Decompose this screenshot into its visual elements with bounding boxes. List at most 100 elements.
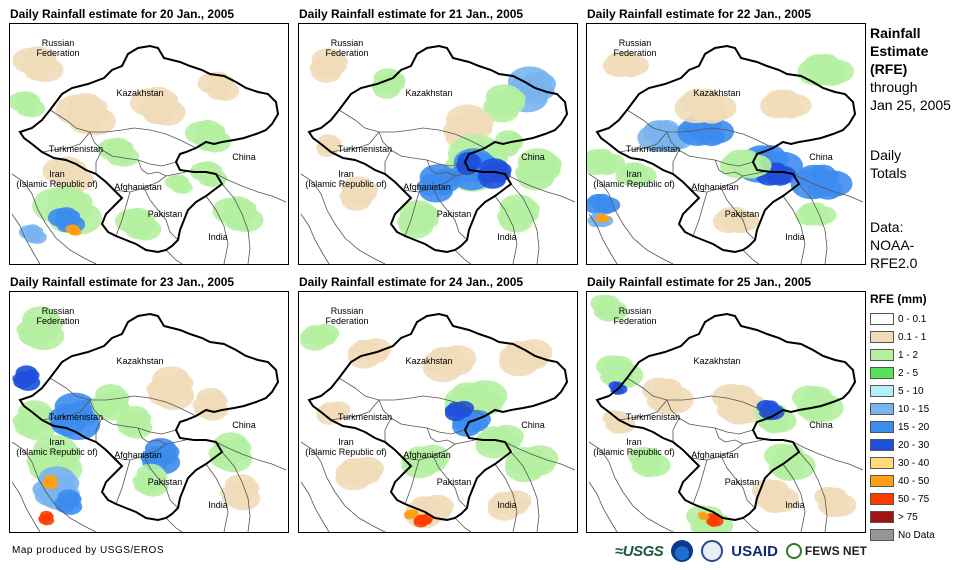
country-border — [618, 399, 668, 421]
country-border — [11, 441, 97, 532]
sidebar-totals: Daily Totals — [870, 146, 907, 182]
fews-net-label: FEWS NET — [804, 544, 867, 558]
rainfall-patch — [116, 141, 134, 154]
country-border — [510, 451, 540, 532]
legend-title: RFE (mm) — [870, 292, 927, 306]
country-border — [300, 213, 330, 264]
region-outline — [18, 312, 280, 522]
country-border — [143, 187, 179, 241]
legend-item: 5 - 10 — [870, 384, 924, 398]
rainfall-map-3: Russian Federation Kazakhstan Turkmenistan C… — [586, 23, 866, 265]
map-label: Afghanistan — [691, 182, 739, 192]
legend-item: > 75 — [870, 510, 918, 524]
rainfall-patch — [417, 213, 439, 229]
legend-item: 20 - 30 — [870, 438, 929, 452]
legend-label: 2 - 5 — [898, 367, 919, 379]
rainfall-patch — [328, 141, 341, 151]
rainfall-patch — [814, 486, 843, 507]
country-border — [115, 191, 131, 237]
sidebar-data-source: Data: NOAA- RFE2.0 — [870, 218, 917, 272]
rainfall-patch — [300, 328, 324, 345]
map-label: China — [521, 152, 545, 162]
legend-swatch — [870, 385, 894, 397]
sidebar-heading-2: Estimate — [870, 43, 929, 59]
map-label: Pakistan — [436, 477, 472, 487]
fews-net-logo: FEWS NET — [785, 543, 867, 559]
usaid-logo: USAID — [731, 542, 778, 560]
map-label: Russian — [41, 306, 75, 316]
country-border — [165, 249, 183, 264]
map-credit: Map produced by USGS/EROS — [12, 545, 165, 556]
rainfall-patch — [55, 499, 75, 513]
map-label: India — [497, 500, 517, 510]
country-border — [330, 399, 380, 421]
legend-label: 30 - 40 — [898, 457, 930, 469]
map-label: Iran — [626, 169, 642, 179]
rainfall-layer — [587, 50, 854, 234]
country-border — [454, 249, 472, 264]
country-border — [618, 131, 668, 153]
noaa-logo-icon — [671, 540, 694, 562]
rainfall-patch — [595, 160, 618, 176]
sidebar-data-1: Data: — [870, 219, 904, 235]
rainfall-patch — [404, 511, 413, 518]
legend-item: 30 - 40 — [870, 456, 929, 470]
rainfall-patch — [401, 450, 431, 471]
map-label: China — [809, 420, 833, 430]
map-label: Federation — [325, 48, 369, 58]
rainfall-patch — [42, 480, 54, 489]
legend-swatch — [870, 439, 894, 451]
rainfall-patch — [597, 202, 615, 215]
map-label: Pakistan — [724, 209, 760, 219]
map-label: Afghanistan — [403, 182, 451, 192]
rainfall-patch — [698, 127, 725, 147]
rainfall-patch — [770, 172, 790, 186]
map-label: Turkmenistan — [48, 144, 104, 154]
map-label: Iran — [626, 437, 642, 447]
sidebar-through: through — [870, 79, 918, 95]
legend-swatch — [870, 493, 894, 505]
rainfall-patch — [222, 488, 249, 508]
rainfall-patch — [13, 375, 33, 389]
legend-item: 10 - 15 — [870, 402, 929, 416]
map-label: India — [785, 232, 805, 242]
country-border — [432, 187, 468, 241]
rainfall-patch — [505, 451, 537, 474]
map-label: Kazakhstan — [405, 356, 453, 366]
region-outline — [595, 312, 857, 522]
rainfall-patch — [38, 516, 50, 525]
map-canvas — [300, 312, 576, 532]
rainfall-patch — [756, 400, 776, 414]
legend-label: 15 - 20 — [898, 421, 930, 433]
legend-label: 20 - 30 — [898, 439, 930, 451]
rainfall-patch — [413, 516, 426, 525]
country-border — [221, 183, 251, 264]
country-border — [338, 109, 486, 149]
country-border — [782, 463, 806, 532]
globe-icon — [785, 543, 802, 559]
map-label: Afghanistan — [403, 450, 451, 460]
rainfall-patch — [487, 495, 514, 514]
panel-title-6: Daily Rainfall estimate for 25 Jan., 200… — [587, 275, 812, 289]
rainfall-patch — [316, 405, 337, 420]
country-border — [798, 451, 828, 532]
country-border — [49, 377, 197, 417]
rainfall-patch — [83, 98, 108, 116]
panel-title-5: Daily Rainfall estimate for 24 Jan., 200… — [299, 275, 524, 289]
country-border — [205, 195, 229, 264]
sidebar-heading-3: (RFE) — [870, 61, 908, 77]
country-border — [666, 131, 754, 167]
country-border — [504, 173, 576, 203]
rainfall-patch — [619, 62, 642, 78]
rainfall-map-5: Russian Federation Kazakhstan Turkmenistan C… — [298, 291, 578, 533]
rainfall-patch — [444, 404, 463, 417]
country-border — [588, 441, 674, 532]
rainfall-patch — [752, 479, 784, 502]
map-canvas — [10, 44, 287, 264]
country-border — [41, 131, 91, 153]
rainfall-patch — [72, 225, 80, 231]
country-border — [432, 455, 468, 509]
country-border — [714, 159, 764, 177]
rainfall-patch — [697, 103, 727, 124]
country-border — [454, 517, 472, 532]
